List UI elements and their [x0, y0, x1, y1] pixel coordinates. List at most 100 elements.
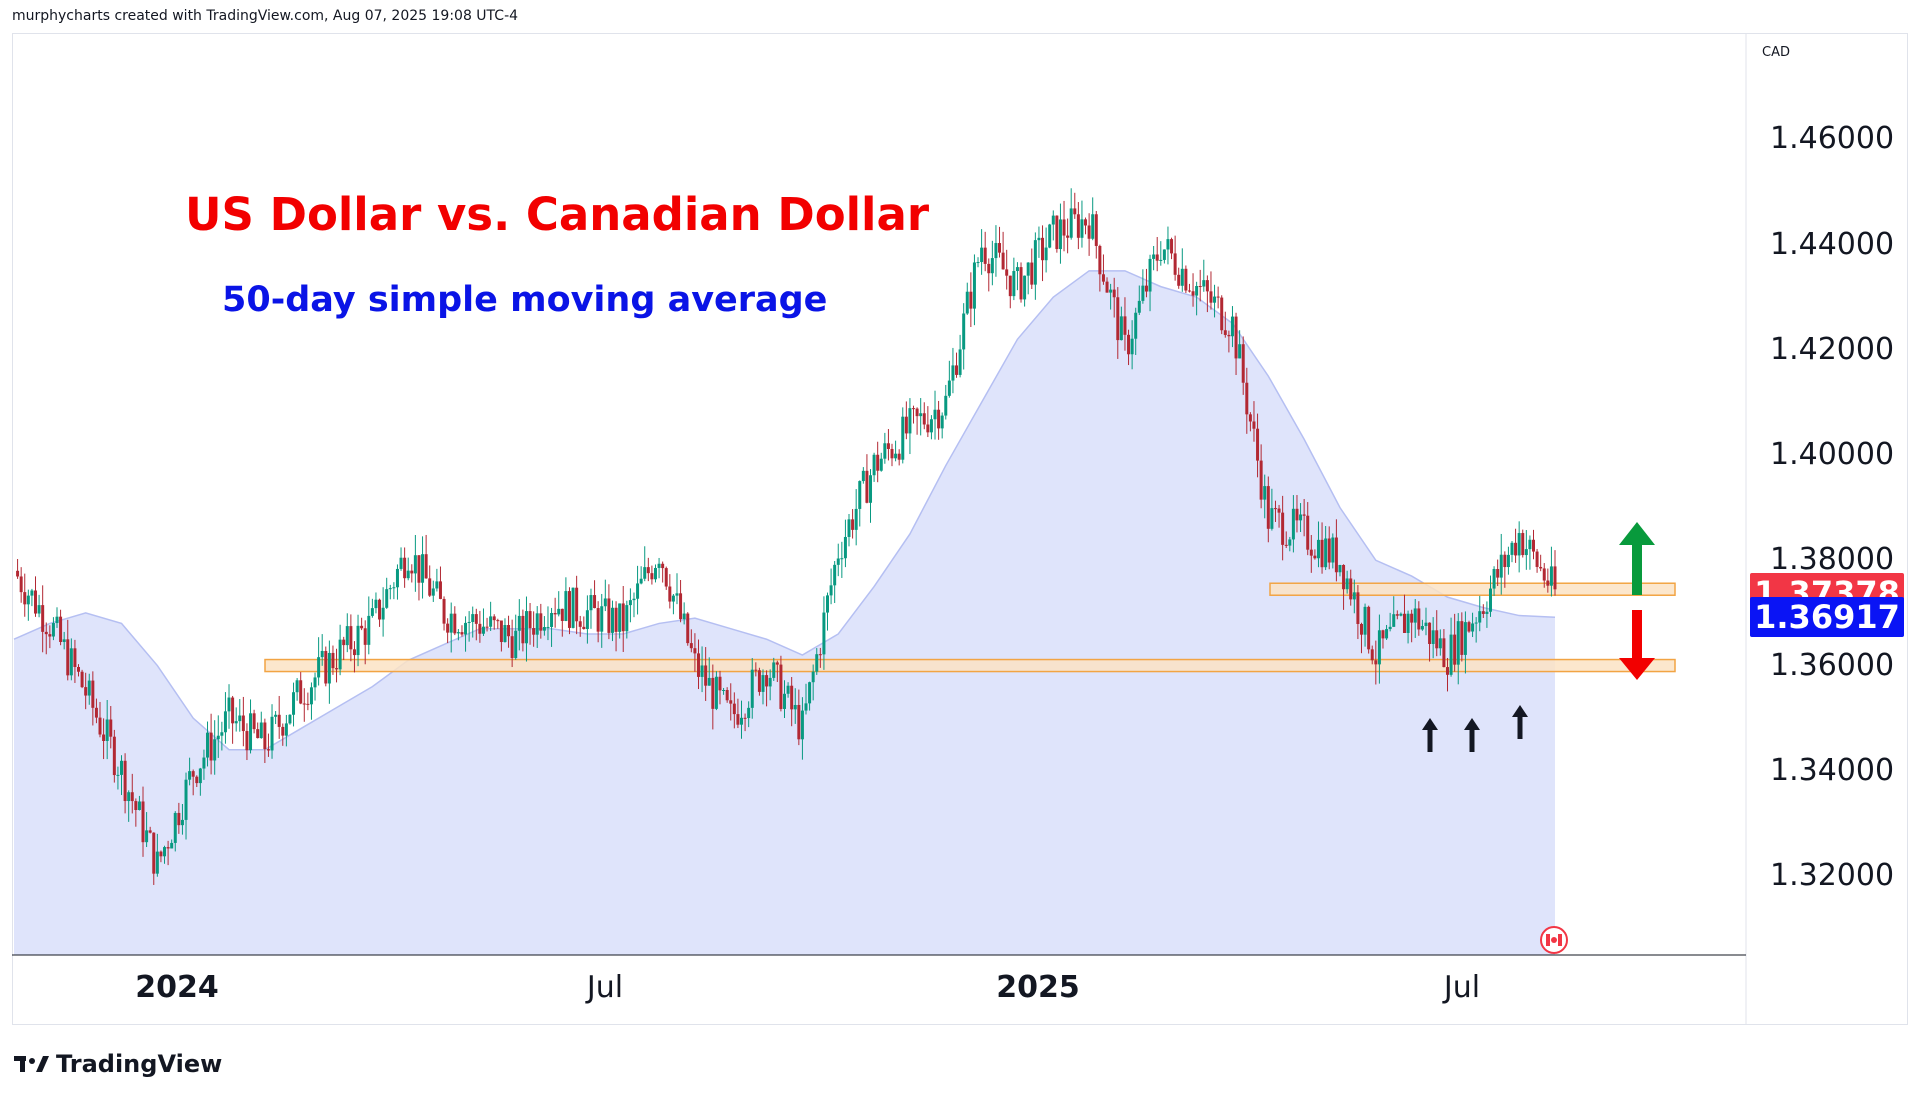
candle	[557, 591, 561, 617]
candle	[607, 584, 611, 640]
candle	[1488, 575, 1492, 617]
candle	[403, 547, 407, 588]
candle	[173, 811, 177, 852]
candle	[1112, 277, 1116, 318]
up-arrow-icon	[1619, 522, 1655, 545]
candle	[1424, 607, 1428, 636]
candle	[216, 715, 220, 758]
candle	[1399, 612, 1403, 617]
candle	[1295, 495, 1299, 533]
price-tick: 1.42000	[1770, 331, 1895, 367]
candle	[750, 658, 754, 719]
candle	[155, 833, 159, 877]
candle	[62, 631, 66, 650]
candle	[661, 561, 665, 583]
candle	[1377, 614, 1381, 684]
candle	[492, 614, 496, 630]
candle	[374, 592, 378, 614]
candle	[1496, 559, 1500, 586]
candle	[84, 672, 88, 710]
candle	[109, 706, 113, 749]
candle	[1259, 444, 1263, 509]
support-touch-arrow	[1469, 728, 1475, 752]
candle	[449, 602, 453, 653]
candle	[1173, 235, 1177, 281]
down-arrow-shaft	[1632, 610, 1642, 658]
candle	[1374, 640, 1378, 685]
candle	[1087, 213, 1091, 256]
zones-layer	[264, 582, 1676, 673]
candle	[1342, 564, 1346, 610]
price-tick: 1.38000	[1770, 542, 1895, 578]
candle	[352, 641, 356, 673]
canada-flag-icon[interactable]	[1540, 926, 1568, 954]
candle	[338, 624, 342, 676]
candle	[1445, 657, 1449, 692]
candle	[951, 347, 955, 394]
candle	[865, 454, 869, 504]
candle	[428, 565, 432, 597]
tradingview-logo[interactable]: TradingView	[14, 1050, 222, 1078]
candle	[1101, 254, 1105, 285]
candle	[1170, 237, 1174, 260]
candle	[779, 655, 783, 712]
candle	[159, 850, 163, 863]
candle	[1076, 202, 1080, 250]
sma-area-layer	[13, 270, 1556, 955]
candle	[59, 609, 63, 646]
candle	[1288, 536, 1292, 552]
candle	[213, 720, 217, 775]
candle	[944, 384, 948, 420]
candle	[585, 595, 589, 644]
candle	[238, 699, 242, 732]
candle	[912, 405, 916, 424]
candle	[1431, 617, 1435, 659]
candle	[424, 534, 428, 579]
chart-subtitle: 50-day simple moving average	[222, 280, 828, 320]
candle	[528, 603, 532, 645]
candle	[618, 603, 622, 639]
candle	[1395, 610, 1399, 620]
candle	[1055, 215, 1059, 253]
candle	[256, 722, 260, 739]
support-touch-arrow	[1427, 728, 1433, 752]
candle	[55, 607, 59, 628]
candle	[800, 697, 804, 760]
candle	[962, 303, 966, 370]
candle	[295, 678, 299, 701]
candle	[754, 662, 758, 677]
candle	[793, 688, 797, 724]
candle	[231, 695, 235, 744]
candle	[30, 588, 34, 607]
price-tick: 1.36000	[1770, 647, 1895, 683]
candle	[284, 714, 288, 747]
candle	[1327, 526, 1331, 570]
candle	[575, 575, 579, 635]
candle	[593, 580, 597, 609]
candle	[464, 616, 468, 652]
candle	[417, 555, 421, 601]
candle	[1080, 200, 1084, 248]
candle	[847, 513, 851, 547]
candle	[1478, 595, 1482, 632]
candle	[16, 559, 20, 579]
time-label-jul-2024: Jul	[586, 970, 624, 1005]
candle	[940, 412, 944, 439]
candle	[206, 721, 210, 767]
candle	[392, 582, 396, 600]
candle	[1116, 287, 1120, 359]
candle	[829, 568, 833, 605]
sma-area	[14, 270, 1555, 955]
candle	[1352, 579, 1356, 614]
candle	[102, 718, 106, 760]
candle	[1402, 594, 1406, 634]
candle	[1539, 554, 1543, 572]
candle	[438, 566, 442, 600]
candle	[77, 664, 81, 677]
candle	[1209, 271, 1213, 310]
candle	[327, 640, 331, 704]
candle	[783, 680, 786, 719]
candle	[822, 596, 826, 670]
candle	[1503, 551, 1507, 588]
